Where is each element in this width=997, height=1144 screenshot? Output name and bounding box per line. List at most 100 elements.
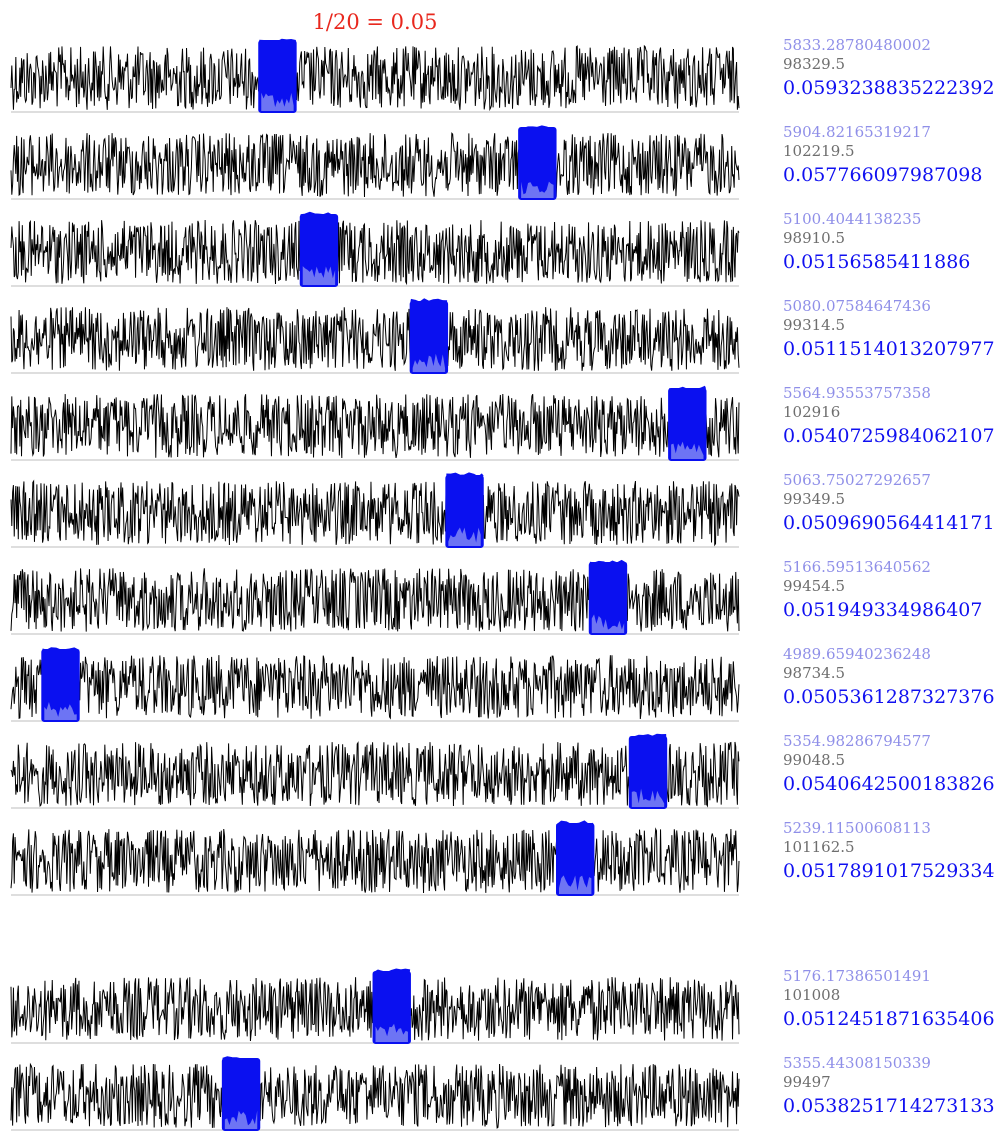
- panel-ratio: 0.0538251714273133: [783, 1095, 995, 1117]
- panel-label-group: 5833.28780480002 98329.5 0.059323883522239…: [783, 36, 997, 102]
- panel-ratio: 0.0509690564414171: [783, 512, 995, 534]
- panel-value-b: 98329.5: [783, 55, 846, 73]
- panel-value-b: 98910.5: [783, 229, 846, 247]
- panel-ratio: 0.0517891017529334: [783, 860, 995, 882]
- panel-value-a: 5063.75027292657: [783, 471, 931, 489]
- signal-line: [10, 827, 740, 893]
- panel-label-group: 5355.44308150339 99497 0.0538251714273133: [783, 1054, 997, 1120]
- window-top-edge: [446, 472, 484, 480]
- window-top-edge: [41, 647, 80, 653]
- panel-value-b: 99454.5: [783, 577, 846, 595]
- panel-value-a: 5080.07584647436: [783, 297, 931, 315]
- panel-value-b: 101008: [783, 986, 841, 1004]
- window-top-edge: [519, 125, 556, 132]
- panel-value-a: 5239.11500608113: [783, 819, 931, 837]
- window-inner-peaks: [412, 353, 446, 372]
- window-top-edge: [259, 38, 296, 45]
- signal-line: [10, 44, 740, 112]
- window-highlight: [299, 211, 339, 287]
- window-inner-peaks: [631, 788, 665, 807]
- signal-line: [10, 394, 740, 459]
- panel-value-a: 5176.17386501491: [783, 967, 931, 985]
- panel-value-b: 99314.5: [783, 316, 846, 334]
- window-inner-peaks: [375, 1023, 408, 1042]
- panel-label-group: 5176.17386501491 101008 0.0512451871635406: [783, 967, 997, 1033]
- panel-ratio: 0.0505361287327376: [783, 686, 995, 708]
- signal-line: [10, 741, 740, 808]
- window-highlight: [518, 125, 557, 200]
- panel-value-a: 5355.44308150339: [783, 1054, 931, 1072]
- panel-label-group: 5354.98286794577 99048.5 0.054064250018382…: [783, 732, 997, 798]
- chart-title: 1/20 = 0.05: [312, 10, 438, 34]
- window-highlight: [628, 733, 668, 809]
- panel-value-a: 5100.4044138235: [783, 210, 922, 228]
- window-top-edge: [629, 733, 667, 740]
- panel-ratio: 0.0593238835222392: [783, 77, 995, 99]
- panel-value-a: 5564.93553757358: [783, 384, 931, 402]
- panel-ratio: 0.0540725984062107: [783, 425, 995, 447]
- panel-10: [10, 820, 740, 896]
- panel-value-b: 99349.5: [783, 490, 846, 508]
- window-top-edge: [669, 385, 707, 392]
- signal-line: [10, 219, 740, 286]
- panel-5: [10, 385, 740, 461]
- window-top-edge: [556, 820, 594, 828]
- signal-line: [10, 567, 740, 632]
- window-highlight: [258, 38, 297, 113]
- panel-ratio: 0.05156585411886: [783, 251, 971, 273]
- panel-6: [10, 472, 740, 548]
- signal-line: [10, 132, 740, 197]
- panel-11: [10, 968, 740, 1044]
- window-inner-peaks: [44, 702, 77, 720]
- window-highlight: [372, 968, 411, 1044]
- panel-label-group: 5100.4044138235 98910.5 0.05156585411886: [783, 210, 997, 276]
- panel-label-group: 5063.75027292657 99349.5 0.050969056441417…: [783, 471, 997, 537]
- panel-label-group: 5080.07584647436 99314.5 0.051151401320797…: [783, 297, 997, 363]
- window-inner-peaks: [448, 527, 481, 546]
- panel-label-group: 5564.93553757358 102916 0.0540725984062107: [783, 384, 997, 450]
- panel-value-b: 102219.5: [783, 142, 855, 160]
- panel-label-group: 5239.11500608113 101162.5 0.05178910175293…: [783, 819, 997, 885]
- window-top-edge: [372, 968, 411, 976]
- window-highlight: [668, 385, 707, 461]
- panel-value-a: 5904.82165319217: [783, 123, 931, 141]
- window-inner-peaks: [302, 266, 336, 285]
- window-top-edge: [300, 211, 338, 219]
- panel-value-b: 99048.5: [783, 751, 846, 769]
- panel-ratio: 0.0512451871635406: [783, 1008, 995, 1030]
- window-inner-peaks: [591, 614, 625, 633]
- panel-value-b: 102916: [783, 403, 841, 421]
- window-highlight: [556, 820, 595, 896]
- window-highlight: [588, 559, 628, 635]
- panel-1: [10, 38, 740, 113]
- panel-value-b: 101162.5: [783, 838, 855, 856]
- panel-3: [10, 211, 740, 287]
- window-highlight: [445, 472, 484, 548]
- window-inner-peaks: [224, 1110, 258, 1129]
- panel-value-a: 5354.98286794577: [783, 732, 931, 750]
- window-highlight: [41, 647, 80, 722]
- window-top-edge: [589, 559, 627, 567]
- window-inner-peaks: [671, 441, 704, 459]
- panel-value-a: 4989.65940236248: [783, 645, 931, 663]
- panel-label-group: 5904.82165319217 102219.5 0.05776609798709…: [783, 123, 997, 189]
- panel-12: [10, 1056, 740, 1131]
- panel-value-a: 5833.28780480002: [783, 36, 931, 54]
- signal-line: [10, 654, 740, 720]
- panel-4: [10, 298, 740, 374]
- panel-ratio: 0.057766097987098: [783, 164, 983, 186]
- signal-line: [10, 479, 740, 547]
- panel-ratio: 0.051949334986407: [783, 599, 983, 621]
- panel-ratio: 0.0540642500183826: [783, 773, 995, 795]
- panel-2: [10, 125, 740, 200]
- window-top-edge: [410, 298, 448, 305]
- panel-value-a: 5166.59513640562: [783, 558, 931, 576]
- panel-value-b: 99497: [783, 1073, 831, 1091]
- window-inner-peaks: [261, 92, 294, 111]
- signal-line: [10, 307, 740, 371]
- window-top-edge: [222, 1056, 260, 1062]
- panel-label-group: 4989.65940236248 98734.5 0.050536128732737…: [783, 645, 997, 711]
- panel-7: [10, 559, 740, 635]
- window-inner-peaks: [559, 875, 592, 894]
